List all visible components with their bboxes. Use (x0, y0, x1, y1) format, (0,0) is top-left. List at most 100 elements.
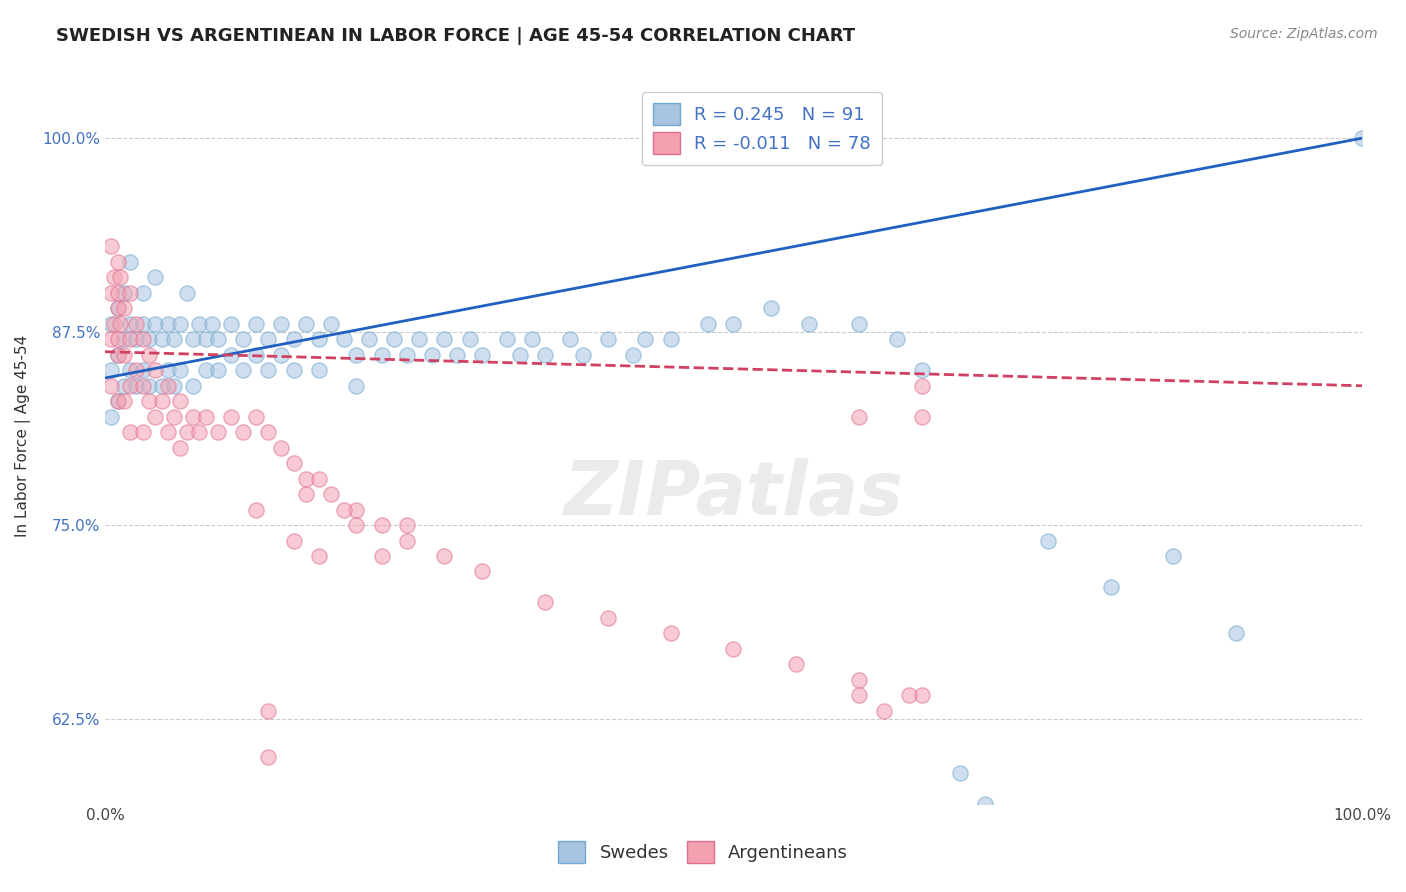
Point (169, 441, 191, 455)
Point (107, 255, 129, 269)
Point (188, 425, 211, 440)
Point (131, 425, 153, 440)
Point (131, 317, 153, 331)
Legend: Swedes, Argentineans: Swedes, Argentineans (547, 830, 859, 874)
Point (156, 363, 179, 377)
Point (125, 317, 148, 331)
Point (898, 688, 921, 702)
Point (333, 332, 356, 346)
Point (1099, 580, 1122, 594)
Point (257, 704, 280, 718)
Text: SWEDISH VS ARGENTINEAN IN LABOR FORCE | AGE 45-54 CORRELATION CHART: SWEDISH VS ARGENTINEAN IN LABOR FORCE | … (56, 27, 855, 45)
Point (138, 378, 160, 392)
Point (295, 317, 318, 331)
Point (471, 565, 494, 579)
Point (245, 317, 267, 331)
Point (138, 332, 160, 346)
Point (150, 332, 173, 346)
Point (112, 285, 135, 300)
Point (100, 409, 122, 424)
Point (370, 549, 392, 563)
Point (163, 378, 186, 392)
Point (270, 441, 292, 455)
Point (283, 363, 305, 377)
Point (163, 409, 186, 424)
Point (125, 378, 148, 392)
Point (100, 332, 122, 346)
Point (107, 394, 129, 409)
Point (181, 409, 204, 424)
Point (257, 363, 280, 377)
Point (138, 348, 160, 362)
Point (138, 394, 160, 409)
Point (232, 425, 254, 440)
Legend: R = 0.245   N = 91, R = -0.011   N = 78: R = 0.245 N = 91, R = -0.011 N = 78 (643, 92, 882, 165)
Point (848, 317, 870, 331)
Point (169, 317, 191, 331)
Point (848, 409, 870, 424)
Point (207, 332, 229, 346)
Point (150, 394, 173, 409)
Point (207, 425, 229, 440)
Point (107, 332, 129, 346)
Point (395, 518, 418, 533)
Point (112, 378, 135, 392)
Point (176, 425, 198, 440)
Point (143, 317, 166, 331)
Point (103, 317, 125, 331)
Point (245, 409, 267, 424)
Point (156, 317, 179, 331)
Point (143, 409, 166, 424)
Point (219, 348, 242, 362)
Point (270, 348, 292, 362)
Point (446, 348, 468, 362)
Point (344, 518, 367, 533)
Point (295, 487, 318, 501)
Point (408, 332, 430, 346)
Point (634, 332, 657, 346)
Point (723, 317, 745, 331)
Point (1036, 533, 1059, 548)
Point (333, 502, 356, 516)
Point (120, 317, 142, 331)
Point (785, 657, 807, 672)
Point (100, 378, 122, 392)
Point (420, 348, 443, 362)
Point (112, 348, 135, 362)
Point (621, 348, 644, 362)
Point (848, 688, 870, 702)
Point (143, 270, 166, 285)
Point (496, 332, 519, 346)
Point (108, 270, 131, 285)
Point (120, 378, 142, 392)
Point (659, 332, 682, 346)
Point (120, 363, 142, 377)
Point (120, 285, 142, 300)
Point (321, 317, 343, 331)
Point (150, 378, 173, 392)
Point (107, 348, 129, 362)
Point (723, 641, 745, 656)
Point (886, 332, 908, 346)
Point (911, 378, 934, 392)
Point (558, 332, 581, 346)
Text: Source: ZipAtlas.com: Source: ZipAtlas.com (1230, 27, 1378, 41)
Point (321, 487, 343, 501)
Point (395, 348, 418, 362)
Point (112, 332, 135, 346)
Point (344, 378, 367, 392)
Point (108, 317, 131, 331)
Point (156, 425, 179, 440)
Y-axis label: In Labor Force | Age 45-54: In Labor Force | Age 45-54 (15, 334, 31, 537)
Point (344, 348, 367, 362)
Point (156, 378, 179, 392)
Point (949, 765, 972, 780)
Point (433, 332, 456, 346)
Point (370, 518, 392, 533)
Point (257, 750, 280, 764)
Point (257, 332, 280, 346)
Point (308, 549, 330, 563)
Point (283, 533, 305, 548)
Point (534, 348, 557, 362)
Point (308, 472, 330, 486)
